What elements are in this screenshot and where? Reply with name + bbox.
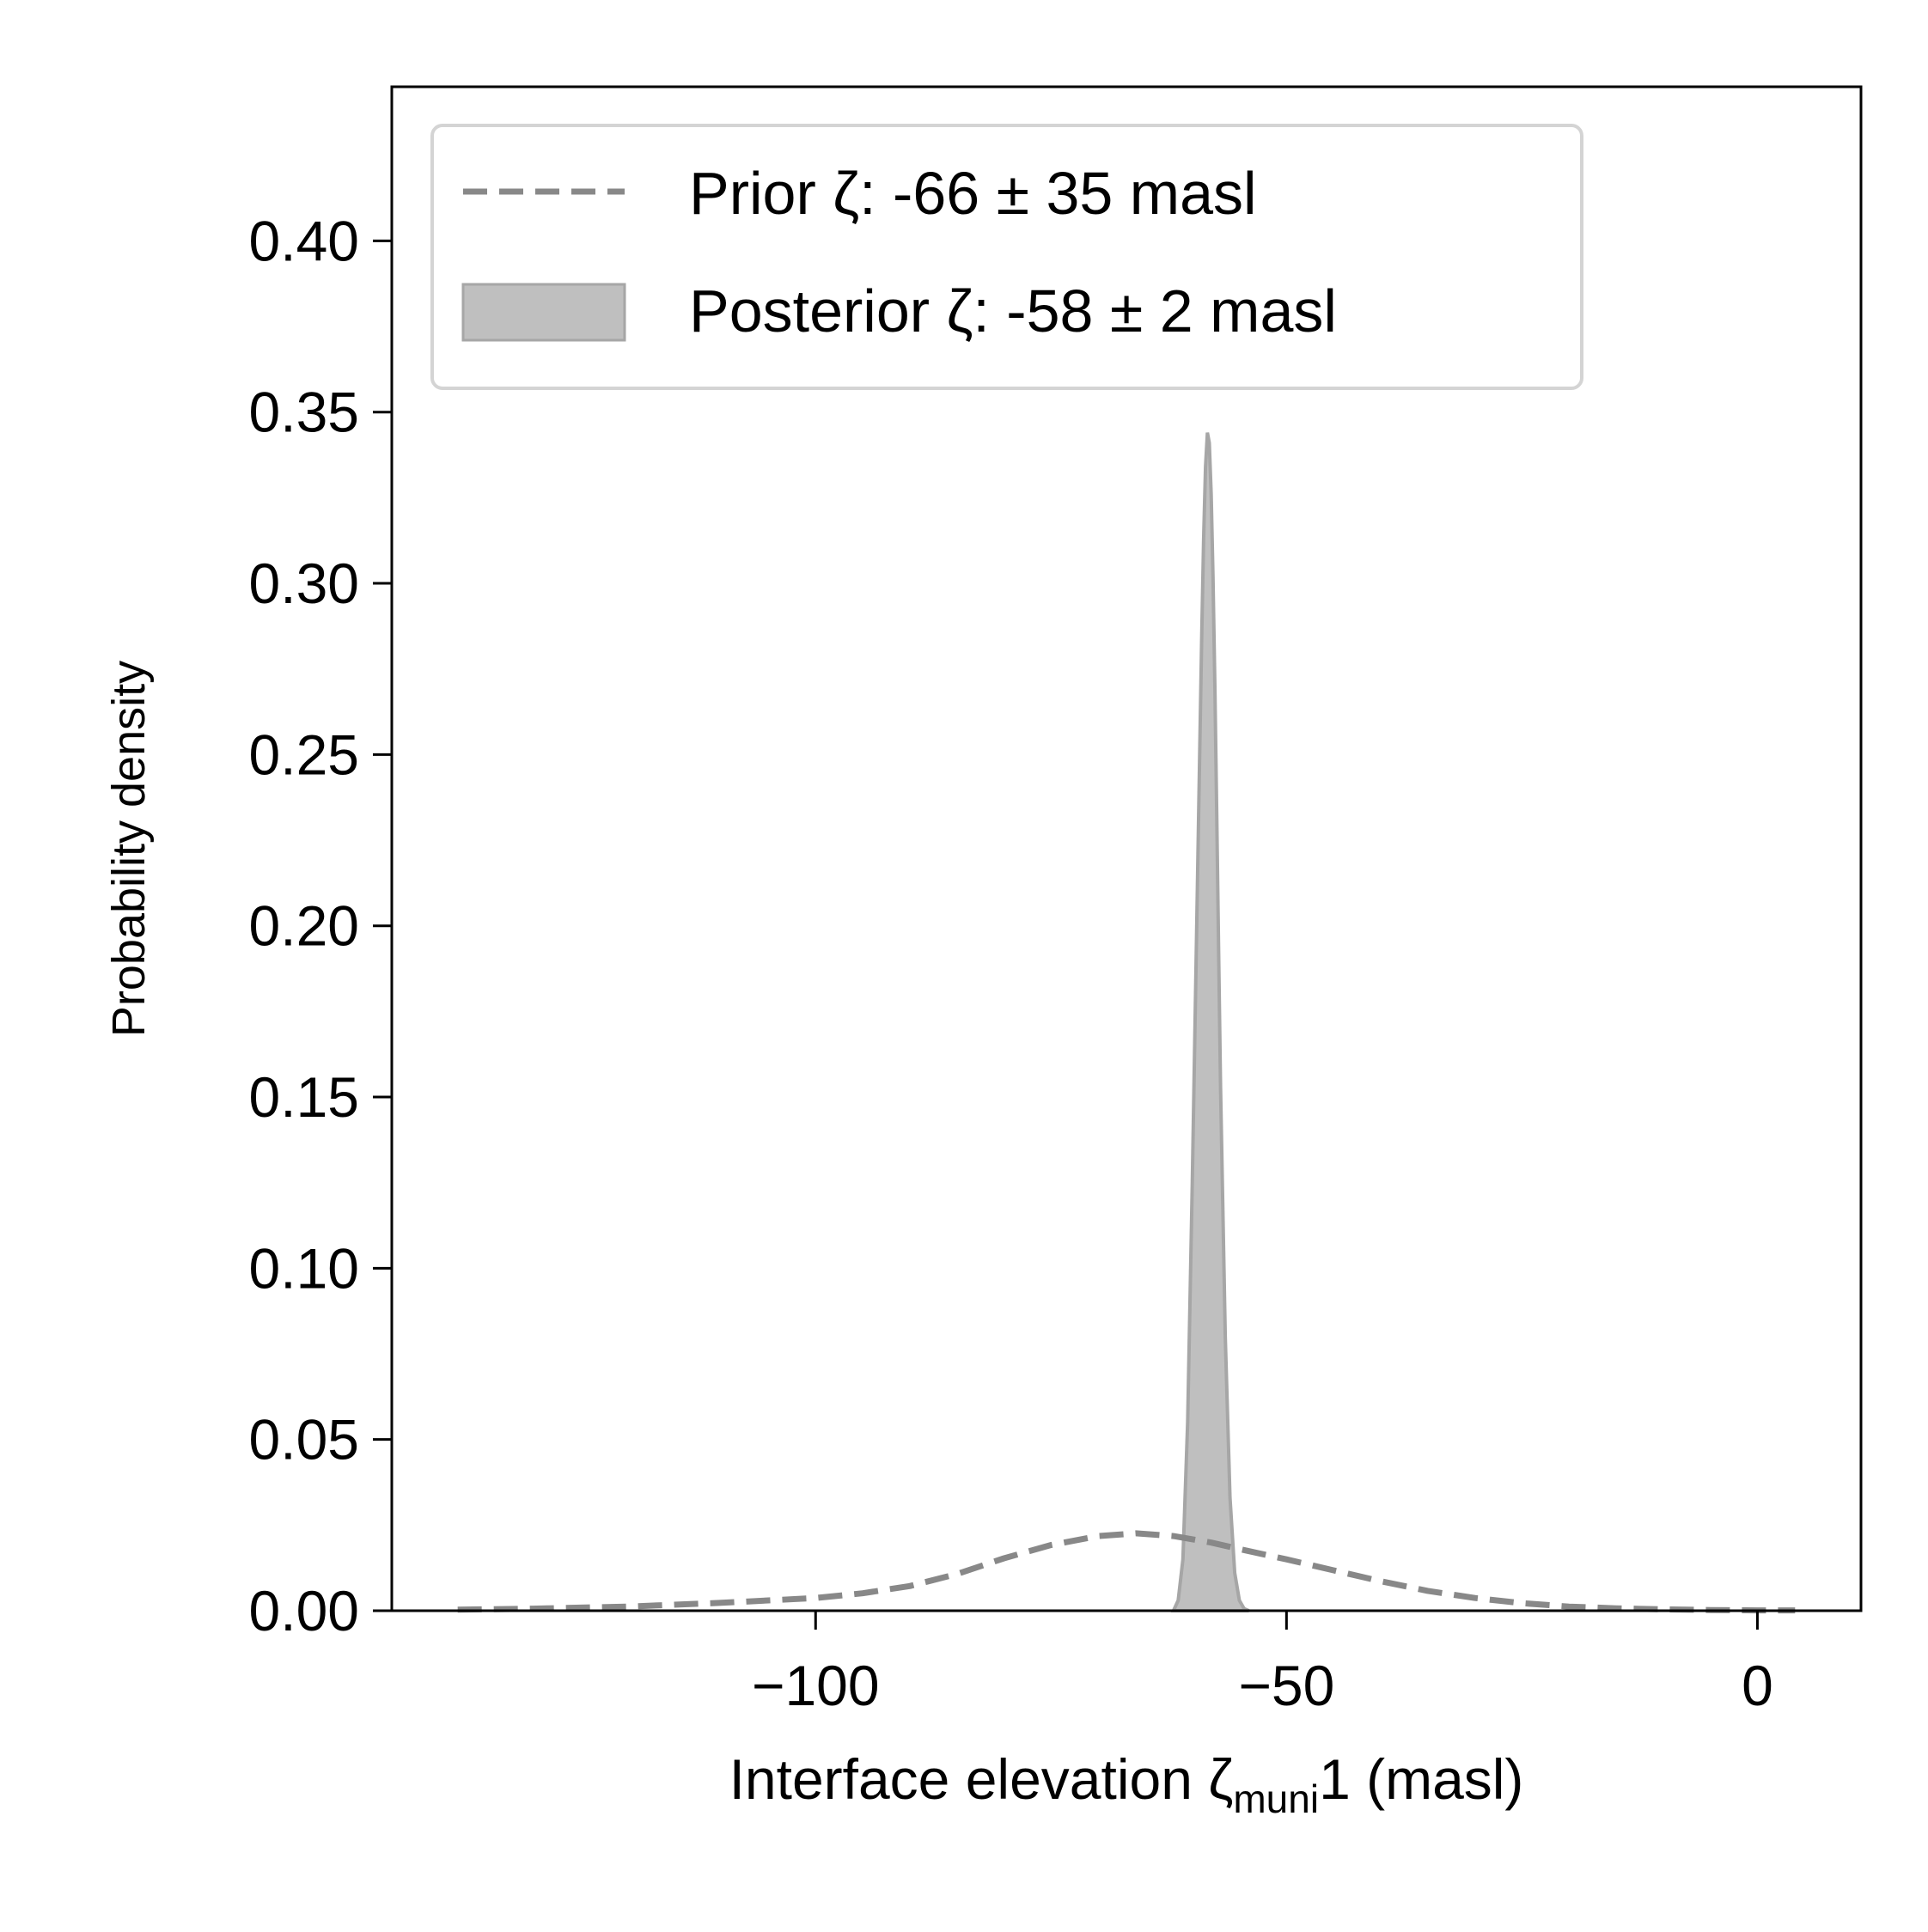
prior-line xyxy=(457,1530,1796,1614)
y-tick-label: 0.05 xyxy=(249,1408,359,1472)
plot-frame xyxy=(390,85,1863,1612)
legend-prior-label: Prior ζ: -66 ± 35 masl xyxy=(689,160,1257,227)
legend-posterior-label: Posterior ζ: -58 ± 2 masl xyxy=(689,277,1337,344)
x-tick-label: 0 xyxy=(1742,1654,1773,1717)
x-axis-label-main: Interface elevation ζ xyxy=(729,1747,1234,1811)
y-tick-label: 0.30 xyxy=(249,552,359,615)
x-axis-label-suffix: 1 (masl) xyxy=(1319,1747,1523,1811)
x-axis-label-subscript: muni xyxy=(1233,1777,1319,1821)
x-tick-label: −100 xyxy=(752,1654,880,1717)
x-tick-label: −50 xyxy=(1238,1654,1334,1717)
y-tick-label: 0.35 xyxy=(249,381,359,444)
series-layer xyxy=(457,432,1796,1614)
y-tick-label: 0.25 xyxy=(249,722,359,786)
ticks-layer: −100 −50 0 0.00 0.05 0.10 0.15 0.20 0.25 0.30 0.35… xyxy=(249,209,1773,1717)
y-tick-label: 0.15 xyxy=(249,1065,359,1129)
y-tick-label: 0.20 xyxy=(249,894,359,958)
y-tick-label: 0.10 xyxy=(249,1236,359,1300)
x-axis-label: Interface elevation ζmuni1 (masl) xyxy=(729,1747,1524,1821)
y-tick-label: 0.40 xyxy=(249,209,359,272)
legend-frame xyxy=(430,124,1583,390)
legend-posterior-swatch xyxy=(461,283,626,342)
posterior-area xyxy=(1170,432,1250,1612)
legend: Prior ζ: -66 ± 35 masl Posterior ζ: -58 … xyxy=(430,124,1583,390)
y-axis-label: Probability density xyxy=(103,661,155,1037)
y-tick-label: 0.00 xyxy=(249,1579,359,1643)
